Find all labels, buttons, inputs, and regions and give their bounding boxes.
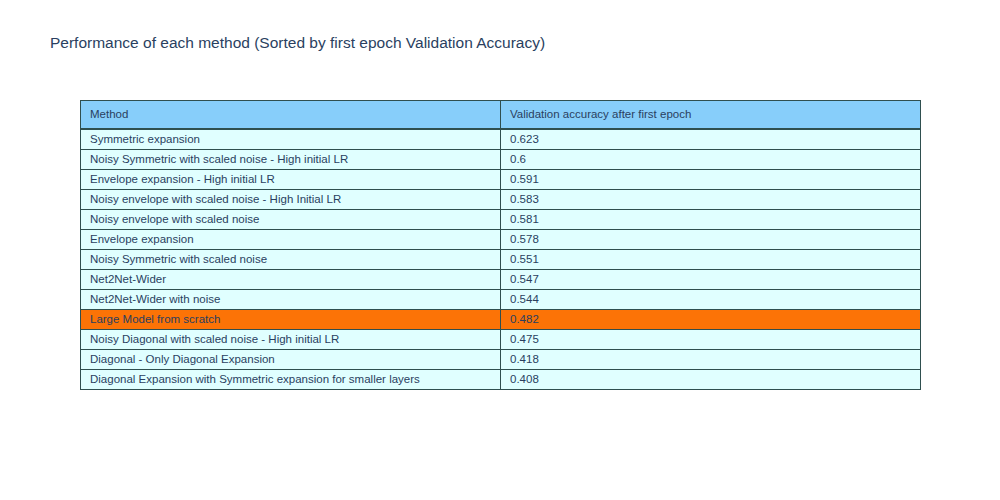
value-cell: 0.6 — [501, 149, 921, 169]
table-header-row: Method Validation accuracy after first e… — [81, 101, 921, 129]
table-row: Envelope expansion0.578 — [81, 229, 921, 249]
method-cell: Noisy Diagonal with scaled noise - High … — [81, 329, 501, 349]
table-row: Diagonal - Only Diagonal Expansion0.418 — [81, 349, 921, 369]
method-cell: Noisy envelope with scaled noise — [81, 209, 501, 229]
method-cell: Symmetric expansion — [81, 129, 501, 150]
method-cell: Noisy Symmetric with scaled noise — [81, 249, 501, 269]
value-cell: 0.578 — [501, 229, 921, 249]
method-cell: Net2Net-Wider — [81, 269, 501, 289]
value-cell: 0.482 — [501, 309, 921, 329]
value-cell: 0.623 — [501, 129, 921, 150]
value-cell: 0.591 — [501, 169, 921, 189]
method-cell: Net2Net-Wider with noise — [81, 289, 501, 309]
method-cell: Envelope expansion — [81, 229, 501, 249]
table-row: Noisy Symmetric with scaled noise0.551 — [81, 249, 921, 269]
table-row: Net2Net-Wider with noise0.544 — [81, 289, 921, 309]
method-column-header: Method — [81, 101, 501, 129]
value-cell: 0.475 — [501, 329, 921, 349]
value-cell: 0.581 — [501, 209, 921, 229]
value-cell: 0.547 — [501, 269, 921, 289]
table-row: Envelope expansion - High initial LR0.59… — [81, 169, 921, 189]
table-row: Symmetric expansion0.623 — [81, 129, 921, 150]
value-column-header: Validation accuracy after first epoch — [501, 101, 921, 129]
value-cell: 0.418 — [501, 349, 921, 369]
value-cell: 0.408 — [501, 369, 921, 389]
table-row: Noisy envelope with scaled noise0.581 — [81, 209, 921, 229]
method-cell: Large Model from scratch — [81, 309, 501, 329]
method-cell: Noisy Symmetric with scaled noise - High… — [81, 149, 501, 169]
value-cell: 0.544 — [501, 289, 921, 309]
performance-table: Method Validation accuracy after first e… — [80, 100, 921, 390]
table-row: Noisy Symmetric with scaled noise - High… — [81, 149, 921, 169]
method-cell: Diagonal Expansion with Symmetric expans… — [81, 369, 501, 389]
table-body: Symmetric expansion0.623Noisy Symmetric … — [81, 129, 921, 390]
table-row: Noisy envelope with scaled noise - High … — [81, 189, 921, 209]
chart-title: Performance of each method (Sorted by fi… — [50, 34, 545, 52]
table-row: Diagonal Expansion with Symmetric expans… — [81, 369, 921, 389]
table-row: Noisy Diagonal with scaled noise - High … — [81, 329, 921, 349]
value-cell: 0.551 — [501, 249, 921, 269]
value-cell: 0.583 — [501, 189, 921, 209]
performance-table-container: Method Validation accuracy after first e… — [80, 100, 920, 390]
table-row: Net2Net-Wider0.547 — [81, 269, 921, 289]
method-cell: Envelope expansion - High initial LR — [81, 169, 501, 189]
table-row: Large Model from scratch0.482 — [81, 309, 921, 329]
method-cell: Diagonal - Only Diagonal Expansion — [81, 349, 501, 369]
method-cell: Noisy envelope with scaled noise - High … — [81, 189, 501, 209]
